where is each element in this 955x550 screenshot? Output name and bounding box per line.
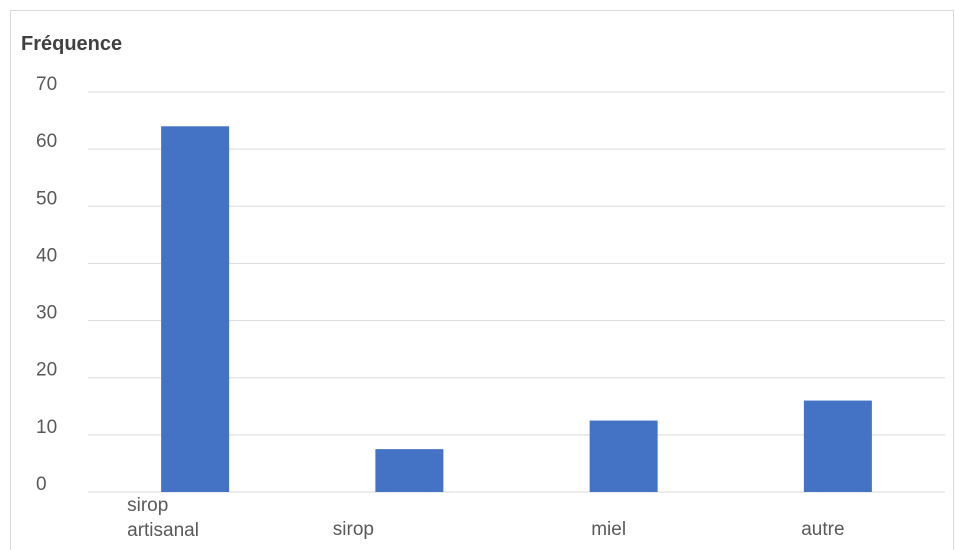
x-category-label: sirop artisanal [127,495,199,541]
y-tick-label: 10 [36,417,57,438]
x-category-label: sirop [333,519,374,540]
x-category-label: miel [591,519,626,540]
y-tick-label: 40 [36,245,57,266]
y-tick-label: 30 [36,303,57,324]
bar [375,449,444,492]
y-tick-label: 20 [36,360,57,381]
y-tick-label: 60 [36,131,57,152]
bar [589,420,658,492]
bar [161,126,230,493]
x-category-label: autre [801,519,844,540]
y-tick-label: 70 [36,74,57,95]
y-tick-label: 0 [36,474,47,495]
bar [803,400,872,492]
y-tick-label: 50 [36,188,57,209]
chart-title: Fréquence [21,33,123,55]
